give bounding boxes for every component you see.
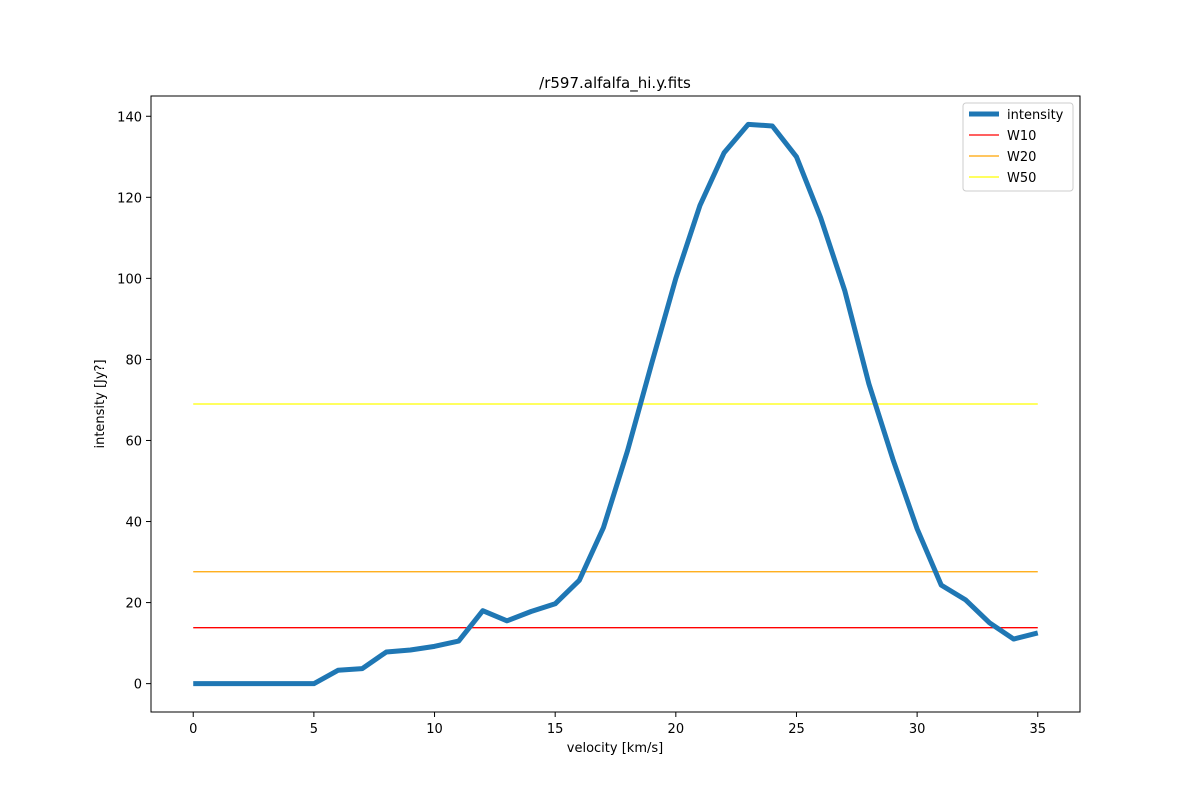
x-tick-label: 10: [426, 722, 443, 737]
y-tick-label: 20: [125, 597, 142, 612]
y-tick-label: 100: [117, 272, 142, 287]
chart-title: /r597.alfalfa_hi.y.fits: [539, 74, 691, 93]
series-line-intensity: [193, 121, 1039, 687]
y-axis-label: intensity [Jy?]: [93, 359, 108, 448]
y-tick-label: 140: [117, 110, 142, 125]
x-tick-label: 0: [189, 722, 197, 737]
x-tick-label: 5: [310, 722, 318, 737]
x-axis-label: velocity [km/s]: [567, 741, 663, 756]
plot-area: [193, 121, 1039, 687]
legend-label-intensity: intensity: [1007, 108, 1064, 123]
x-tick-label: 15: [547, 722, 564, 737]
legend-label-w50: W50: [1007, 171, 1036, 186]
axes: 0 5 10 15 20 25 30 35 0 20 40 60 80 100 120 140: [117, 95, 1081, 737]
legend-label-w20: W20: [1007, 150, 1036, 165]
legend-label-w10: W10: [1007, 129, 1036, 144]
y-tick-label: 60: [125, 434, 142, 449]
legend: intensity W10 W20 W50: [962, 102, 1074, 192]
x-tick-label: 20: [668, 722, 685, 737]
x-tick-label: 25: [788, 722, 805, 737]
y-tick-label: 40: [125, 516, 142, 531]
x-tick-label: 35: [1029, 722, 1046, 737]
y-tick-label: 120: [117, 191, 142, 206]
x-tick-label: 30: [909, 722, 926, 737]
axes-frame: [150, 95, 1081, 713]
y-tick-label: 80: [125, 353, 142, 368]
legend-box: [962, 102, 1074, 192]
y-tick-label: 0: [134, 678, 142, 693]
